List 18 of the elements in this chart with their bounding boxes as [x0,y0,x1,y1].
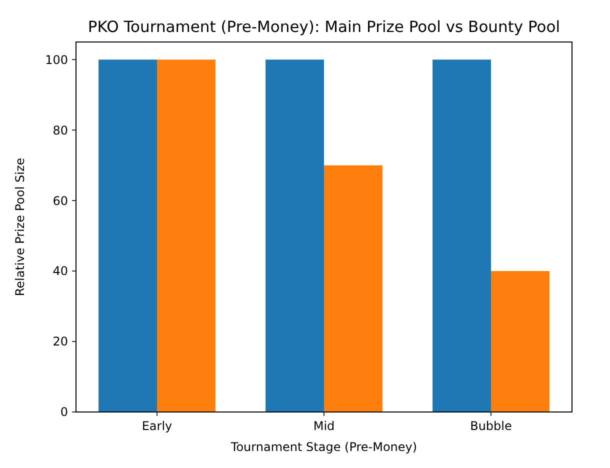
bar [266,60,324,412]
x-tick-label: Early [142,419,172,433]
bar [491,271,550,412]
y-tick-label: 80 [52,123,68,138]
bar [156,60,216,412]
x-tick-label: Mid [313,419,335,433]
chart-title: PKO Tournament (Pre-Money): Main Prize Pool vs Bounty Pool [88,18,560,36]
bar [432,60,492,412]
bar [324,165,382,412]
y-tick-label: 20 [52,334,68,349]
y-tick-label: 0 [60,405,68,420]
y-axis-title: Relative Prize Pool Size [13,158,27,296]
y-tick-label: 100 [45,52,68,67]
x-axis-title: Tournament Stage (Pre-Money) [230,440,418,454]
y-tick-label: 60 [52,194,68,208]
bar [98,60,157,412]
x-tick-label: Bubble [470,419,512,433]
y-tick-label: 40 [52,264,68,278]
